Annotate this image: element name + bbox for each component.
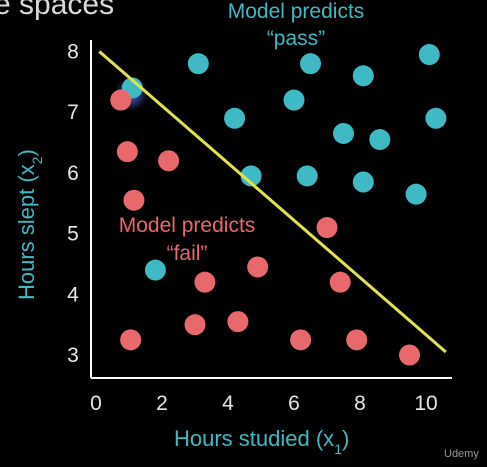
fail-point bbox=[290, 329, 312, 351]
fail-point bbox=[247, 256, 269, 278]
pass-point bbox=[352, 171, 374, 193]
y-tick-label: 3 bbox=[67, 344, 79, 367]
pass-point bbox=[405, 183, 427, 205]
x-tick-labels: 0 2 4 6 8 10 bbox=[90, 392, 438, 415]
watermark: Udemy bbox=[444, 448, 479, 460]
pass-point bbox=[418, 44, 440, 66]
pass-point bbox=[296, 165, 318, 187]
y-axis-title-subscript: 2 bbox=[29, 156, 45, 164]
pass-point bbox=[144, 259, 166, 281]
y-tick-label: 8 bbox=[67, 41, 79, 64]
x-axis-title-close: ) bbox=[342, 426, 349, 451]
fail-point bbox=[110, 89, 132, 111]
fail-point bbox=[120, 329, 142, 351]
y-axis-title-close: ) bbox=[14, 149, 39, 156]
axes bbox=[90, 40, 452, 379]
fail-point bbox=[123, 189, 145, 211]
y-tick-label: 7 bbox=[67, 101, 79, 124]
x-tick-label: 6 bbox=[288, 392, 300, 415]
y-tick-label: 4 bbox=[67, 283, 79, 306]
x-axis-title-text: Hours studied (x bbox=[174, 426, 334, 451]
fail-point bbox=[227, 311, 249, 333]
y-tick-label: 5 bbox=[67, 223, 79, 246]
page-heading-fragment: e spaces bbox=[0, 0, 114, 21]
x-tick-label: 2 bbox=[156, 392, 168, 415]
fail-point bbox=[399, 344, 420, 366]
decision-boundary-line bbox=[98, 50, 447, 354]
fail-point bbox=[158, 150, 180, 172]
y-tick-label: 6 bbox=[67, 162, 79, 185]
pass-point bbox=[425, 107, 447, 129]
y-tick-labels: 3 4 5 6 7 8 bbox=[67, 41, 79, 368]
pass-point bbox=[352, 65, 374, 87]
fail-point bbox=[346, 329, 368, 351]
x-axis-title-subscript: 1 bbox=[334, 441, 342, 457]
pass-point bbox=[240, 165, 262, 187]
fail-region-label: Model predicts bbox=[119, 214, 256, 237]
pass-region-label: Model predicts bbox=[228, 0, 365, 23]
pass-point bbox=[333, 122, 354, 144]
pass-point bbox=[300, 53, 321, 75]
pass-region-label-value: “pass” bbox=[267, 27, 325, 50]
udemy-watermark: Udemy bbox=[444, 448, 479, 460]
y-axis-title: Hours slept (x2) bbox=[14, 149, 45, 300]
pass-point bbox=[187, 53, 209, 75]
x-tick-label: 10 bbox=[414, 392, 437, 415]
fail-point bbox=[329, 271, 351, 293]
x-tick-label: 4 bbox=[222, 392, 234, 415]
x-tick-label: 0 bbox=[90, 392, 102, 415]
pass-point bbox=[283, 89, 305, 111]
y-axis-title-text: Hours slept (x bbox=[14, 164, 39, 300]
fail-region-label-value: “fail” bbox=[167, 242, 208, 265]
pass-point bbox=[369, 129, 391, 151]
pass-point bbox=[224, 107, 246, 129]
fail-point bbox=[316, 217, 338, 239]
fail-point bbox=[184, 314, 206, 336]
x-axis-title: Hours studied (x1) bbox=[174, 426, 349, 457]
fail-point bbox=[194, 271, 216, 293]
x-tick-label: 8 bbox=[354, 392, 366, 415]
fail-point bbox=[116, 141, 138, 163]
data-points bbox=[110, 44, 447, 366]
